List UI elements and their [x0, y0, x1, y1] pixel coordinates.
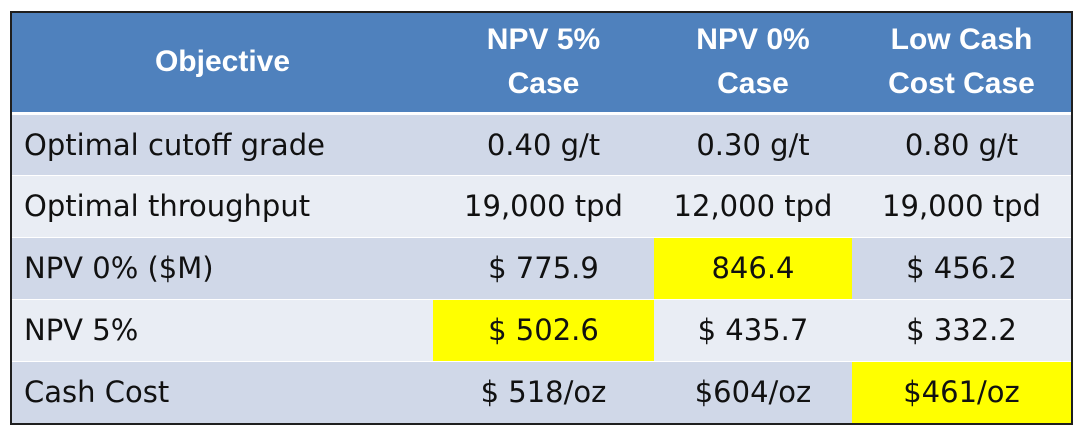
header-lowcash-line1: Low Cash [890, 23, 1033, 57]
table-row: Optimal cutoff grade 0.40 g/t 0.30 g/t 0… [12, 112, 1071, 175]
header-npv0-case: NPV 0% Case [654, 13, 852, 115]
header-npv0-line1: NPV 0% [696, 23, 810, 57]
comparison-table-container: Objective NPV 5% Case NPV 0% Case Low Ca… [10, 11, 1073, 425]
header-objective-text: Objective [154, 45, 291, 79]
header-npv5-line2: Case [507, 67, 580, 101]
cell-npv0-npv5: $ 435.7 [654, 298, 852, 361]
row-label-npv0: NPV 0% ($M) [12, 236, 433, 299]
cell-lowcash-npv0: $ 456.2 [852, 236, 1071, 299]
cell-npv0-cutoff-grade: 0.30 g/t [654, 112, 852, 175]
header-row: Objective NPV 5% Case NPV 0% Case Low Ca… [12, 13, 1071, 115]
cell-npv0-throughput: 12,000 tpd [654, 174, 852, 237]
header-lowcash-line2: Cost Case [888, 67, 1035, 101]
cell-npv5-cutoff-grade: 0.40 g/t [433, 112, 654, 175]
cell-npv5-cash-cost: $ 518/oz [433, 360, 654, 423]
table-row: Cash Cost $ 518/oz $604/oz $461/oz [12, 360, 1071, 423]
table-row: Optimal throughput 19,000 tpd 12,000 tpd… [12, 174, 1071, 237]
header-npv5-line1: NPV 5% [486, 23, 601, 57]
header-npv5-case: NPV 5% Case [433, 13, 654, 115]
row-label-cash-cost: Cash Cost [12, 360, 433, 423]
cell-lowcash-cutoff-grade: 0.80 g/t [852, 112, 1071, 175]
cell-npv0-npv0-highlighted: 846.4 [654, 236, 852, 299]
cell-npv5-npv0: $ 775.9 [433, 236, 654, 299]
table-row: NPV 5% $ 502.6 $ 435.7 $ 332.2 [12, 298, 1071, 361]
header-npv0-line2: Case [717, 67, 789, 101]
table-row: NPV 0% ($M) $ 775.9 846.4 $ 456.2 [12, 236, 1071, 299]
comparison-table: Objective NPV 5% Case NPV 0% Case Low Ca… [12, 13, 1071, 423]
cell-lowcash-cash-cost-highlighted: $461/oz [852, 360, 1071, 423]
cell-npv0-cash-cost: $604/oz [654, 360, 852, 423]
cell-lowcash-npv5: $ 332.2 [852, 298, 1071, 361]
cell-npv5-npv5-highlighted: $ 502.6 [433, 298, 654, 361]
header-low-cash-cost-case: Low Cash Cost Case [852, 13, 1071, 115]
row-label-cutoff-grade: Optimal cutoff grade [12, 112, 433, 175]
header-objective: Objective [12, 13, 433, 115]
row-label-throughput: Optimal throughput [12, 174, 433, 237]
cell-npv5-throughput: 19,000 tpd [433, 174, 654, 237]
cell-lowcash-throughput: 19,000 tpd [852, 174, 1071, 237]
row-label-npv5: NPV 5% [12, 298, 433, 361]
